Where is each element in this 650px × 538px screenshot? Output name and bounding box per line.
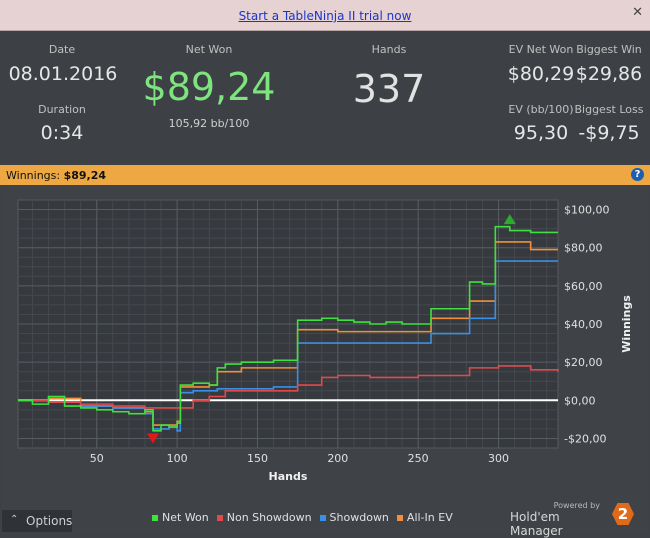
min-marker-icon xyxy=(147,433,159,444)
y-tick-label: $80,00 xyxy=(564,242,603,255)
series-line-net-won xyxy=(18,225,558,432)
biggest-win-value: $29,86 xyxy=(575,63,643,85)
brand-logo: Powered by Hold'em Manager 2 xyxy=(510,500,640,538)
x-tick-label: 50 xyxy=(90,452,104,465)
net-won-value: $89,24 xyxy=(142,65,276,109)
winnings-chart-panel: 50 100 150 200 250 300 $100,00 $80,00 $60,00 $40,… xyxy=(2,186,648,534)
legend-label: Showdown xyxy=(329,511,389,524)
legend-item[interactable]: Showdown xyxy=(319,511,389,524)
options-button[interactable]: ⌃ Options xyxy=(2,510,72,532)
legend-item[interactable]: Non Showdown xyxy=(216,511,312,524)
hands-label: Hands xyxy=(371,43,407,56)
promo-banner: Start a TableNinja II trial now ✕ xyxy=(0,0,650,31)
y-tick-label: $40,00 xyxy=(564,318,603,331)
series-line-non-showdown xyxy=(18,365,559,409)
biggest-loss-value: -$9,75 xyxy=(578,122,640,144)
y-tick-label: $0,00 xyxy=(564,394,596,407)
x-tick-label: 100 xyxy=(167,452,188,465)
biggest-loss-label: Biggest Loss xyxy=(574,103,644,116)
winnings-chart: 50 100 150 200 250 300 $100,00 $80,00 $60,00 $40,… xyxy=(17,199,633,483)
y-tick-label: $100,00 xyxy=(564,204,610,217)
help-icon[interactable]: ? xyxy=(631,168,644,181)
legend-item[interactable]: All-In EV xyxy=(396,511,453,524)
x-tick-label: 300 xyxy=(488,452,509,465)
ev-net-won-value: $80,29 xyxy=(507,63,575,85)
y-axis-title: Winnings xyxy=(620,295,633,353)
legend-swatch xyxy=(396,515,403,521)
options-label: Options xyxy=(26,514,73,528)
winnings-value: $89,24 xyxy=(63,169,107,182)
session-stats-panel: Date 08.01.2016 Duration 0:34 Net Won $8… xyxy=(0,31,650,164)
duration-label: Duration xyxy=(38,103,86,116)
y-tick-label: $60,00 xyxy=(564,280,603,293)
legend-swatch xyxy=(152,515,158,521)
x-tick-label: 150 xyxy=(247,452,268,465)
legend-label: Net Won xyxy=(162,511,209,524)
brand-name: Hold'em Manager xyxy=(510,510,563,538)
ev-bb-label: EV (bb/100) xyxy=(508,103,574,116)
hands-value: 337 xyxy=(352,67,426,111)
date-label: Date xyxy=(48,43,76,56)
legend-label: Non Showdown xyxy=(226,511,312,524)
legend-label: All-In EV xyxy=(406,511,453,524)
winnings-header: Winnings: $89,24 ? xyxy=(0,165,650,185)
ev-net-won-label: EV Net Won xyxy=(508,43,574,56)
hem2-badge-icon: 2 xyxy=(612,503,634,525)
legend-swatch xyxy=(216,515,223,521)
legend-swatch xyxy=(319,515,326,521)
y-tick-label: $20,00 xyxy=(564,356,603,369)
duration-value: 0:34 xyxy=(40,122,84,144)
x-tick-label: 200 xyxy=(327,452,348,465)
y-tick-label: -$20,00 xyxy=(564,432,606,445)
winnings-label: Winnings: xyxy=(6,169,61,182)
x-tick-label: 250 xyxy=(408,452,429,465)
close-icon[interactable]: ✕ xyxy=(632,5,643,20)
legend-item[interactable]: Net Won xyxy=(152,511,209,524)
ev-bb-value: 95,30 xyxy=(513,122,569,144)
trial-link[interactable]: Start a TableNinja II trial now xyxy=(238,9,412,23)
max-marker-icon xyxy=(503,214,516,225)
net-won-bb: 105,92 bb/100 xyxy=(168,117,250,130)
date-value: 08.01.2016 xyxy=(8,63,118,85)
powered-by-label: Powered by xyxy=(553,501,600,510)
biggest-win-label: Biggest Win xyxy=(576,43,642,56)
chevron-up-icon: ⌃ xyxy=(10,514,19,525)
series-line-showdown xyxy=(18,260,558,432)
net-won-label: Net Won xyxy=(185,43,233,56)
x-axis-title: Hands xyxy=(269,470,308,483)
chart-legend: Net Won Non Showdown Showdown All-In EV xyxy=(152,511,461,527)
